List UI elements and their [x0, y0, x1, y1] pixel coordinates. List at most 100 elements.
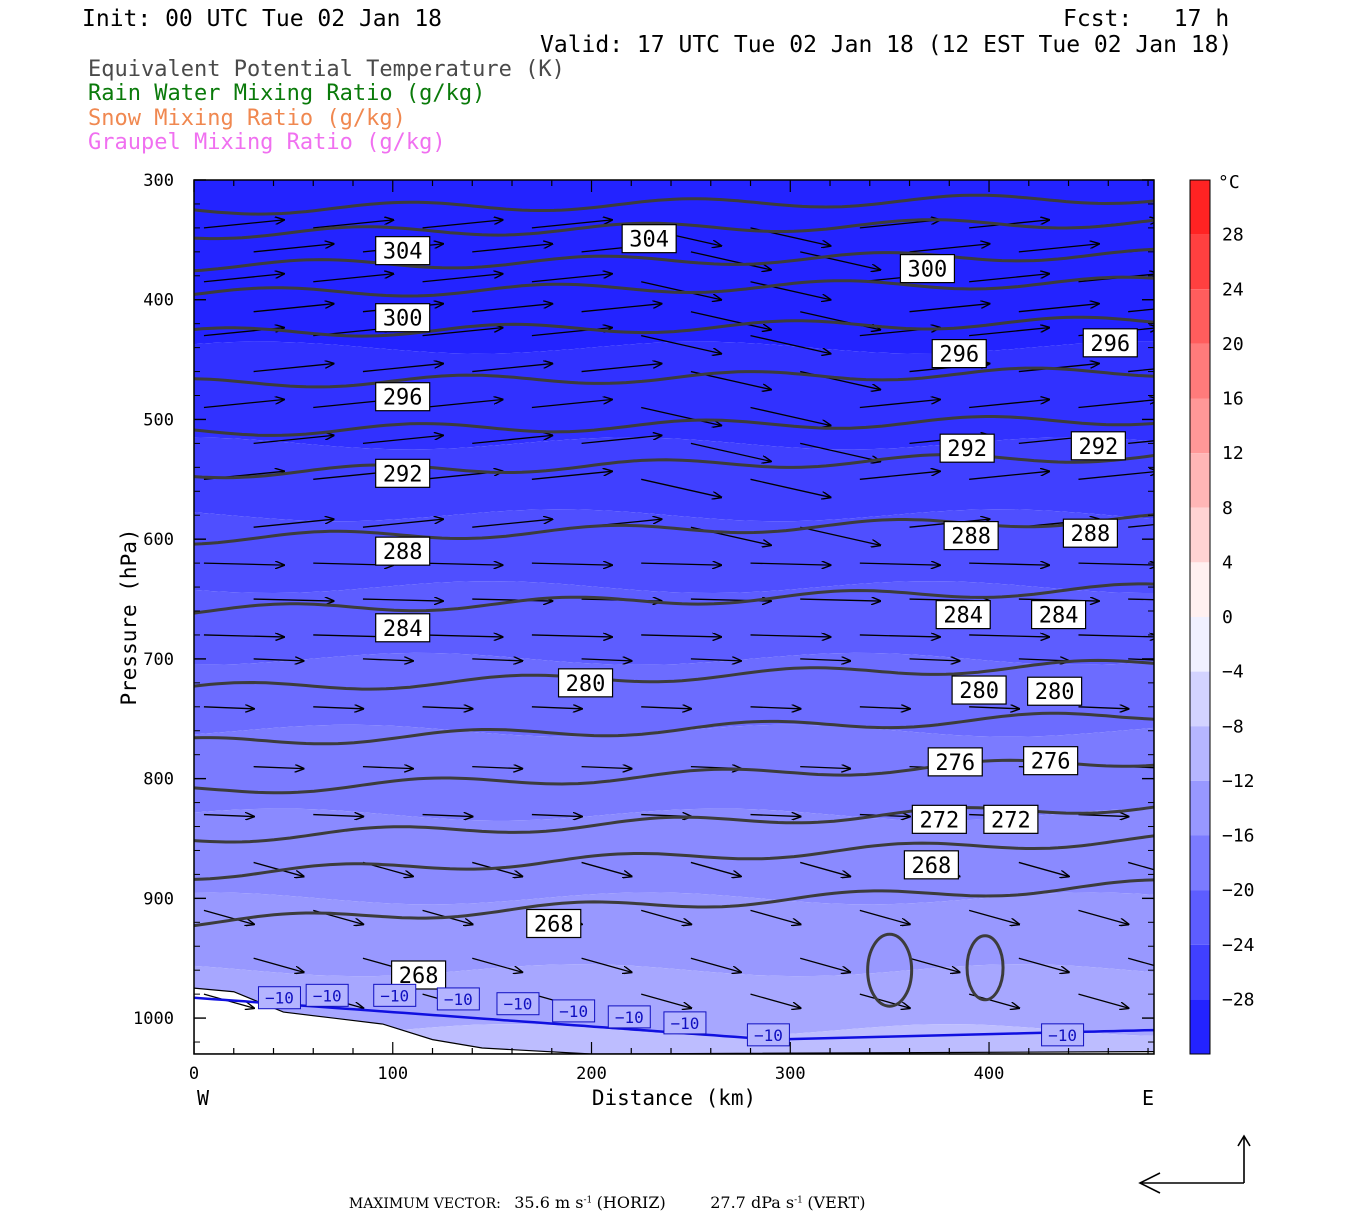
horiz-value: 35.6 m s	[514, 1193, 584, 1212]
wind-vector	[422, 563, 503, 565]
wind-vector	[253, 304, 334, 313]
temperature-band	[194, 180, 1154, 354]
wind-vector	[750, 993, 801, 1008]
theta-e-label: 268	[903, 850, 959, 880]
wind-vector	[969, 471, 1049, 480]
wind-vector	[750, 406, 831, 425]
colorbar-segment	[1190, 398, 1210, 454]
y-axis-label: Pressure (hPa)	[117, 528, 141, 705]
wind-vector	[641, 335, 721, 354]
colorbar-tick-label: 4	[1222, 552, 1233, 573]
temperature-band	[194, 509, 1154, 594]
colorbar-tick-label: 0	[1222, 607, 1233, 628]
theta-e-label: 284	[935, 600, 991, 630]
wind-vector	[581, 304, 662, 313]
wind-vector	[531, 815, 582, 817]
wind-vector	[472, 957, 522, 972]
wind-vector	[472, 304, 552, 313]
wind-vector	[362, 599, 443, 601]
colorbar-segment	[1190, 289, 1210, 344]
y-tick-label: 300	[143, 171, 174, 191]
wind-vector	[750, 707, 801, 709]
wind-vector	[203, 220, 284, 229]
colorbar-unit: °C	[1218, 172, 1240, 193]
x-tick-label: 400	[974, 1064, 1005, 1084]
isotherm-label: −10	[373, 983, 417, 1007]
wind-vector	[203, 399, 284, 409]
wind-vector	[472, 767, 522, 769]
colorbar-segment	[1190, 944, 1210, 1000]
wind-vector	[859, 993, 910, 1008]
wind-vector	[969, 274, 1049, 283]
wind-vector	[362, 519, 443, 528]
forecast-hour: Fcst: 17 h	[1063, 6, 1230, 32]
colorbar-segment	[1190, 562, 1210, 617]
theta-e-label: 288	[1062, 518, 1118, 548]
theta-e-label: 280	[951, 675, 1007, 705]
init-time: Init: 00 UTC Tue 02 Jan 18	[82, 6, 443, 32]
east-label: E	[1142, 1086, 1154, 1110]
theta-e-label-text: 276	[935, 751, 975, 776]
wind-vector	[1018, 659, 1069, 661]
colorbar-segment	[1190, 890, 1210, 945]
wind-vector	[690, 957, 741, 972]
wind-vector	[581, 861, 632, 876]
colorbar-tick-label: −12	[1222, 771, 1255, 792]
wind-vector	[1018, 244, 1099, 253]
colorbar-frame	[1189, 179, 1211, 1055]
wind-vector	[1078, 909, 1128, 924]
theta-e-label: 284	[1030, 600, 1087, 630]
wind-vector	[800, 767, 850, 769]
theta-e-label: 296	[375, 382, 431, 412]
wind-vector	[1078, 815, 1128, 817]
colorbar-segment	[1190, 234, 1210, 290]
valid-time: Valid: 17 UTC Tue 02 Jan 18 (12 EST Tue …	[540, 32, 1233, 58]
wind-vector	[641, 707, 691, 709]
wind-vector	[581, 957, 632, 972]
x-tick-label: 100	[377, 1064, 408, 1084]
theta-e-label-text: 296	[939, 343, 979, 368]
colorbar-tick-label: 20	[1222, 334, 1244, 355]
theta-e-label: 276	[1023, 746, 1079, 776]
wind-vector	[969, 563, 1049, 565]
theta-e-label-text: 300	[383, 307, 423, 332]
theta-e-label-text: 304	[383, 240, 423, 265]
colorbar-segment	[1190, 453, 1210, 508]
wind-vector	[800, 251, 880, 270]
wind-vector	[253, 364, 334, 373]
wind-vector	[203, 635, 284, 637]
wind-vector	[1078, 635, 1154, 637]
wind-vector	[203, 274, 284, 283]
wind-vector	[909, 957, 960, 972]
wind-vector	[581, 767, 632, 769]
horiz-exponent: -1	[583, 1195, 593, 1206]
theta-e-label-text: 280	[566, 672, 606, 697]
wind-vector	[581, 364, 662, 373]
isotherm-label-text: −10	[380, 986, 409, 1005]
theta-e-label: 304	[621, 224, 677, 254]
wind-vector	[422, 328, 503, 337]
colorbar-tick-label: −4	[1222, 662, 1244, 683]
colorbar-segment	[1190, 726, 1210, 781]
colorbar-tick-label: −16	[1222, 826, 1255, 847]
y-tick-label: 900	[143, 889, 174, 909]
isotherm-label-text: −10	[444, 990, 473, 1009]
wind-vector	[909, 304, 990, 313]
wind-vector	[909, 244, 990, 253]
wind-vector	[690, 251, 771, 270]
theta-e-label-text: 272	[919, 808, 959, 833]
wind-vector	[1127, 861, 1154, 871]
theta-e-label-text: 292	[947, 437, 987, 462]
isotherm-label: −10	[305, 983, 349, 1007]
wind-vector	[690, 442, 771, 461]
x-tick-label: 200	[576, 1064, 607, 1084]
wind-vector	[253, 519, 334, 528]
wind-vector	[253, 957, 304, 972]
wind-vector	[969, 328, 1049, 337]
isotherm-label-text: −10	[504, 995, 533, 1014]
theta-e-label: 288	[375, 536, 431, 566]
wind-vector	[641, 563, 721, 565]
y-tick-label: 1000	[133, 1009, 174, 1029]
isotherm-label-text: −10	[670, 1014, 699, 1033]
